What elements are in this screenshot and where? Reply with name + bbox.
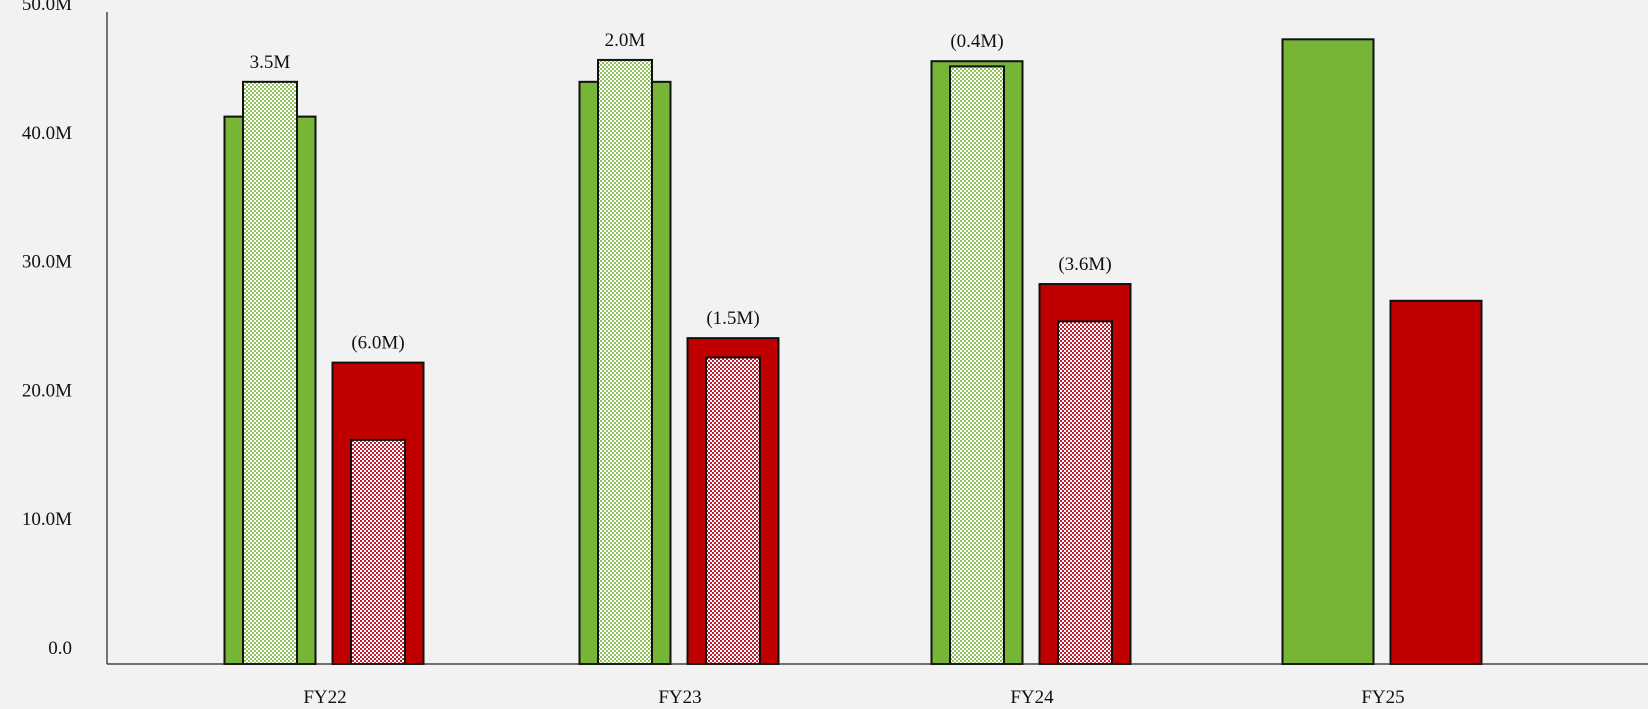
y-tick-label: 50.0M <box>22 0 72 15</box>
data-label-bar-green-hatched-fy24: (0.4M) <box>950 31 1003 52</box>
bar-green-hatched-fy24 <box>949 65 1005 666</box>
axes <box>106 12 1648 665</box>
bar-red-hatched-fy22 <box>350 438 406 665</box>
bar-green-hatched-fy23 <box>597 58 653 666</box>
data-label-bar-red-fy24: (3.6M) <box>1058 254 1111 275</box>
bar-red-hatched-fy23 <box>705 356 761 665</box>
bar-red-fy25 <box>1389 299 1483 665</box>
bar-green-fy25 <box>1281 38 1375 665</box>
bar-green-hatched-fy22 <box>242 80 298 666</box>
data-label-bar-green-hatched-fy22: 3.5M <box>250 52 291 73</box>
y-tick-label: 30.0M <box>22 252 72 273</box>
data-labels: 3.5M (6.0M) 2.0M (1.5M) (0.4M) (3.6M) <box>250 30 1112 354</box>
x-tick-label: FY25 <box>1361 687 1404 708</box>
plot-area <box>223 38 1483 666</box>
data-label-bar-red-fy22: (6.0M) <box>351 333 404 354</box>
x-tick-labels: FY22 FY23 FY24 FY25 <box>303 687 1404 708</box>
x-tick-label: FY22 <box>303 687 346 708</box>
bar-red-hatched-fy24 <box>1057 320 1113 665</box>
y-tick-labels: 0.0 10.0M 20.0M 30.0M 40.0M 50.0M <box>22 0 72 659</box>
data-label-bar-red-fy23: (1.5M) <box>706 308 759 329</box>
y-tick-label: 10.0M <box>22 509 72 530</box>
y-tick-label: 20.0M <box>22 380 72 401</box>
x-tick-label: FY24 <box>1010 687 1054 708</box>
y-tick-label: 40.0M <box>22 123 72 144</box>
y-tick-label: 0.0 <box>48 638 72 659</box>
data-label-bar-green-hatched-fy23: 2.0M <box>605 30 646 51</box>
x-tick-label: FY23 <box>658 687 701 708</box>
